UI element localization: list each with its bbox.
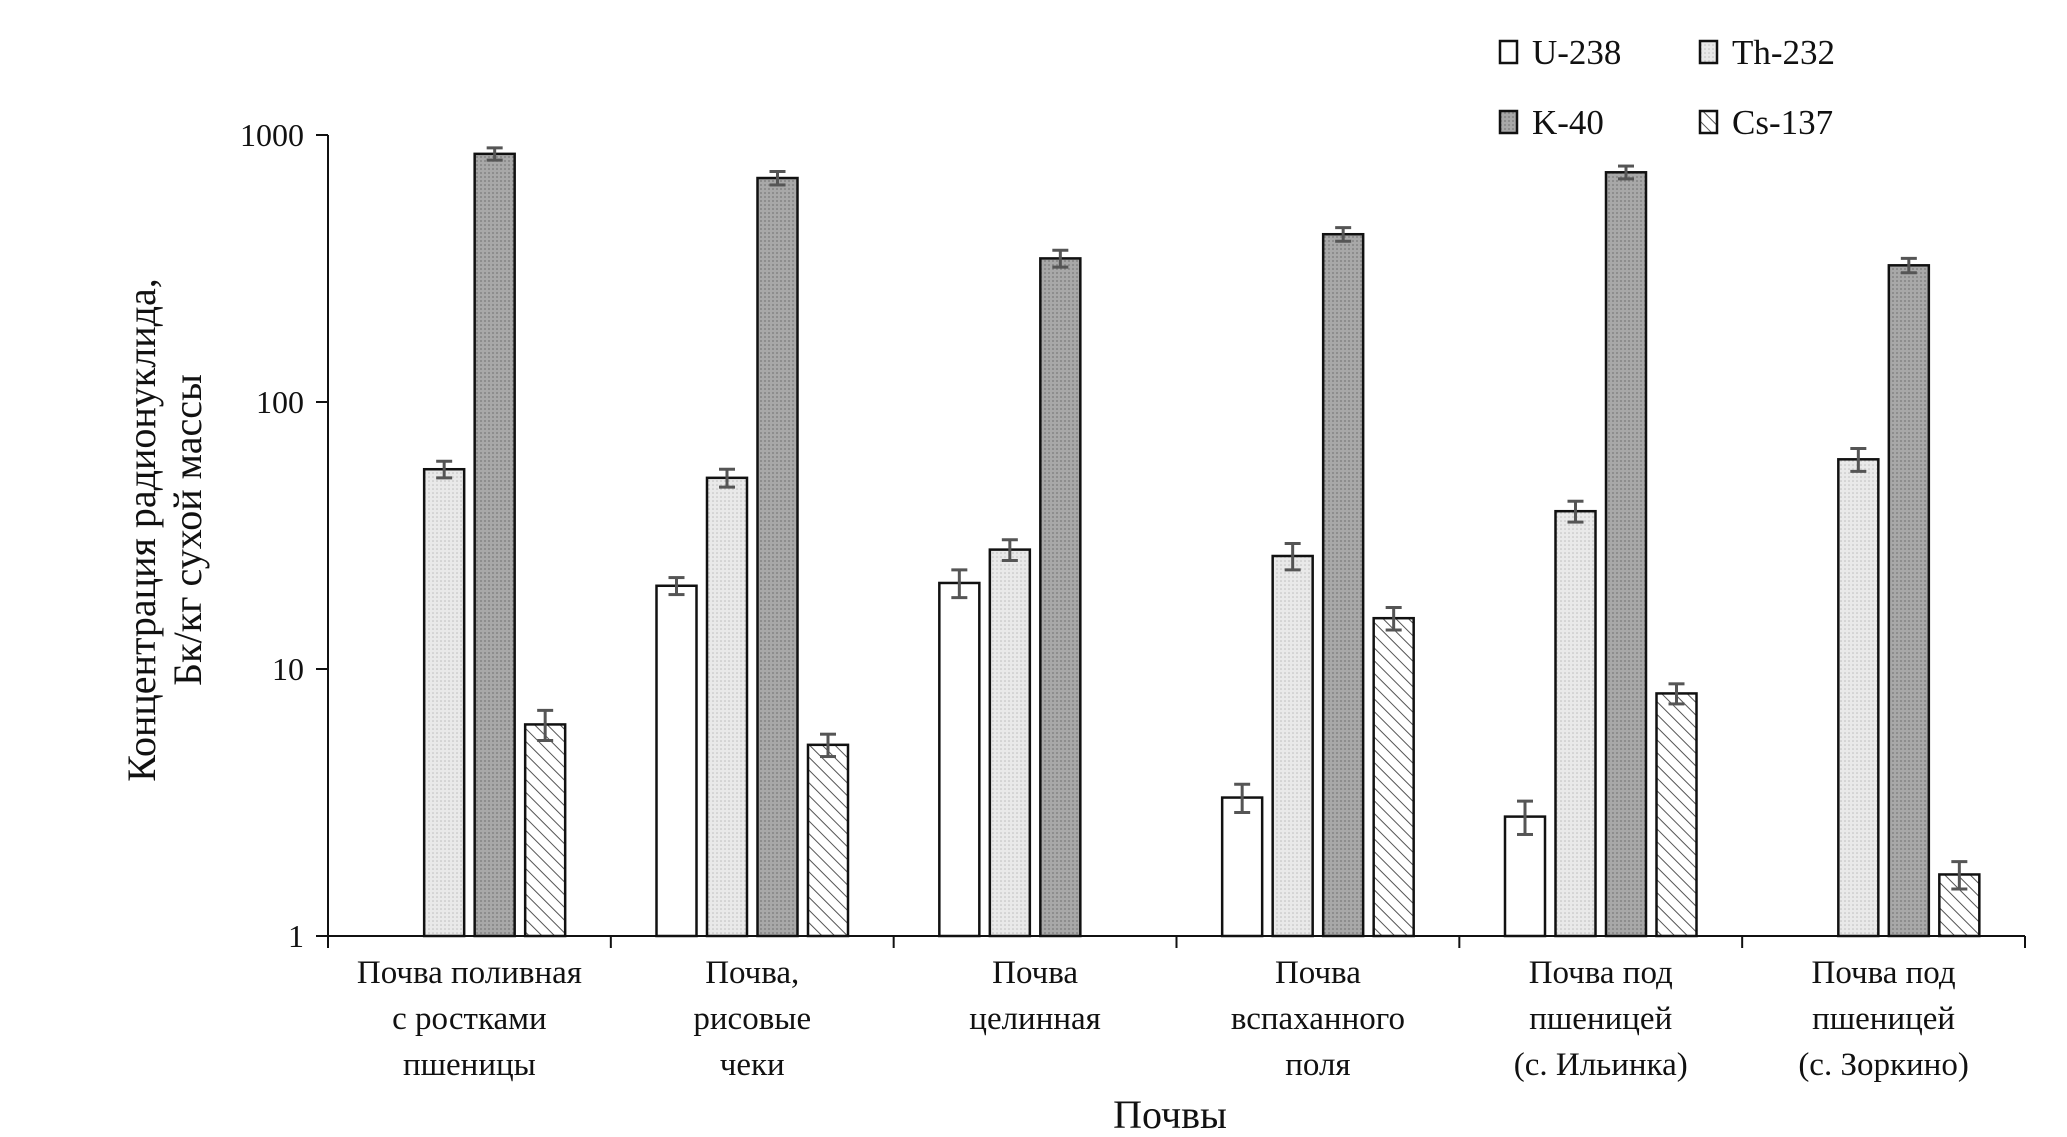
category-label: Почва вспаханного поля	[1231, 955, 1405, 1083]
error-bars	[436, 146, 1968, 891]
category-label-line: пшеницей	[1812, 1001, 1955, 1037]
legend-swatch-cs137	[1698, 109, 1719, 135]
y-tick-label: 100	[256, 384, 304, 420]
bar-u238	[1220, 796, 1264, 938]
bar-th232	[1837, 458, 1880, 938]
x-axis	[327, 935, 2026, 948]
bar-th232	[422, 467, 466, 938]
bar-k40	[1887, 264, 1931, 938]
category-label-line: Почва,	[705, 955, 799, 991]
category-label-line: пшеницы	[403, 1047, 536, 1083]
legend: U-238 Th-232 K-40 Cs-137	[1498, 33, 1835, 142]
bar-k40	[756, 176, 799, 938]
bar-th232	[1554, 509, 1597, 938]
category-label-line: с ростками	[392, 1001, 547, 1037]
legend-label-th232: Th-232	[1732, 33, 1835, 72]
category-label-line: чеки	[720, 1047, 785, 1083]
category-label: Почва целинная	[969, 955, 1101, 1037]
bar-th232	[705, 476, 749, 938]
bar-k40	[1321, 232, 1365, 938]
category-label-line: Почва	[1275, 955, 1361, 991]
category-label-line: пшеницей	[1529, 1001, 1672, 1037]
bar-cs137	[1372, 616, 1415, 938]
category-label: Почва, рисовые чеки	[693, 955, 811, 1083]
legend-swatch-k40	[1498, 109, 1519, 135]
bar-cs137	[806, 743, 850, 938]
category-label-line: вспаханного	[1231, 1001, 1405, 1037]
category-label: Почва под пшеницей (с. Ильинка)	[1514, 955, 1688, 1083]
legend-swatch-u238	[1498, 39, 1519, 65]
y-tick-label: 10	[272, 651, 304, 687]
bar-k40	[1604, 171, 1648, 938]
y-tick-label: 1	[288, 918, 304, 954]
legend-swatch-th232	[1698, 39, 1719, 65]
category-label-line: целинная	[969, 1001, 1101, 1037]
category-label-line: Почва под	[1812, 955, 1956, 991]
bar-u238	[655, 584, 698, 938]
bar-cs137	[523, 723, 567, 938]
category-label: Почва поливная с ростками пшеницы	[357, 955, 582, 1083]
bar-k40	[1039, 257, 1082, 938]
bar-th232	[1271, 554, 1314, 938]
category-label-line: (с. Зоркино)	[1798, 1047, 1969, 1083]
category-label-line: поля	[1285, 1047, 1350, 1083]
y-axis: 1 10 100 1000	[240, 117, 329, 954]
y-tick-label: 1000	[240, 117, 304, 153]
legend-label-cs137: Cs-137	[1732, 103, 1833, 142]
bar-u238	[1503, 815, 1547, 938]
category-label-line: Почва поливная	[357, 955, 582, 991]
legend-label-u238: U-238	[1532, 33, 1621, 72]
y-axis-title: Концентрация радионуклида,Бк/кг сухой ма…	[119, 278, 210, 781]
category-label-line: Почва	[992, 955, 1078, 991]
bar-u238	[938, 581, 981, 938]
x-axis-labels: Почва поливная с ростками пшеницы Почва, рис…	[357, 955, 1969, 1083]
x-axis-title: Почвы	[1113, 1092, 1227, 1137]
category-label-line: Почва под	[1529, 955, 1673, 991]
y-axis-title-line: Концентрация радионуклида,	[119, 278, 164, 781]
y-axis-title-line: Бк/кг сухой массы	[165, 374, 210, 686]
bar-k40	[473, 152, 516, 938]
bars	[422, 152, 1981, 938]
bar-th232	[988, 548, 1032, 938]
y-axis-title-text: Концентрация радионуклида,Бк/кг сухой ма…	[119, 278, 210, 781]
category-label: Почва под пшеницей (с. Зоркино)	[1798, 955, 1969, 1083]
category-label-line: рисовые	[693, 1001, 811, 1037]
category-label-line: (с. Ильинка)	[1514, 1047, 1688, 1083]
bar-cs137	[1655, 692, 1698, 938]
legend-label-k40: K-40	[1532, 103, 1604, 142]
